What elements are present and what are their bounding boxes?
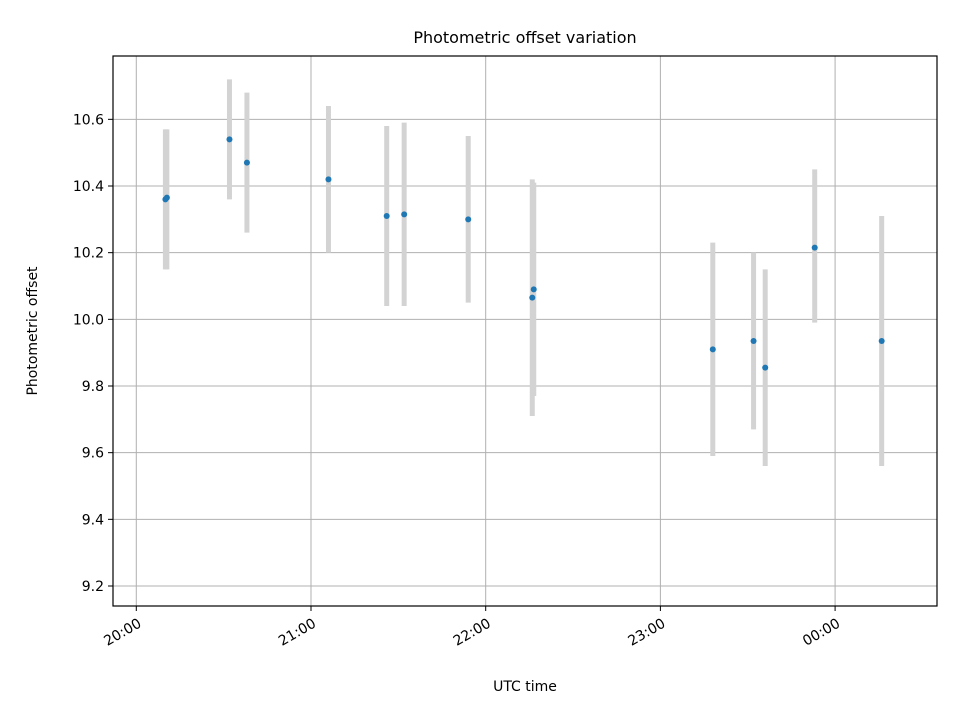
y-tick-label: 9.8: [82, 379, 104, 395]
data-point: [325, 176, 332, 183]
y-tick-label: 10.0: [73, 312, 104, 328]
grid: [113, 56, 937, 606]
y-axis-label: Photometric offset: [25, 266, 41, 396]
data-point: [163, 194, 170, 201]
data-point: [529, 294, 536, 301]
data-point: [878, 338, 885, 344]
y-axis-ticks: 9.2 9.4 9.6 9.8 10.0 10.2 10.4 10.6: [73, 112, 113, 595]
y-tick-label: 9.4: [82, 512, 104, 528]
data-point: [465, 216, 472, 223]
data-point: [243, 159, 250, 166]
data-points: [162, 136, 885, 371]
y-tick-label: 10.2: [73, 246, 104, 262]
y-tick-label: 9.6: [82, 446, 104, 462]
data-point: [401, 211, 408, 218]
x-axis-label: UTC time: [493, 679, 557, 695]
data-point: [383, 213, 390, 219]
y-tick-label: 10.6: [73, 112, 104, 128]
data-point: [811, 244, 818, 251]
data-point: [750, 338, 757, 344]
data-point: [709, 346, 716, 353]
y-tick-label: 9.2: [82, 579, 104, 595]
data-point: [762, 364, 769, 371]
y-tick-label: 10.4: [73, 179, 104, 195]
data-point: [226, 136, 233, 143]
chart-title: Photometric offset variation: [413, 28, 636, 47]
data-point: [530, 286, 537, 293]
plot-frame: [112, 55, 938, 607]
